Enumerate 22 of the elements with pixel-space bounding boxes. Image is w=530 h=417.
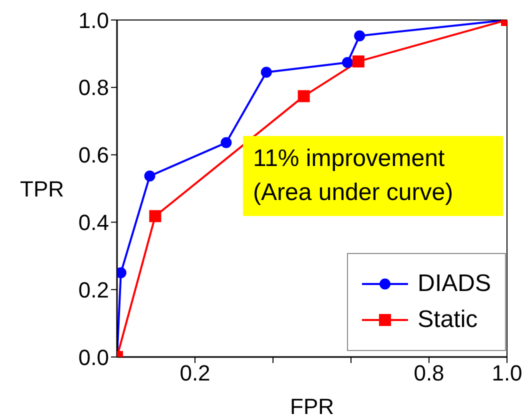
- point: [220, 137, 232, 148]
- y-axis-title: TPR: [20, 176, 64, 202]
- point: [342, 56, 353, 68]
- annotation: 11% improvement (Area under curve): [243, 136, 503, 216]
- point: [144, 170, 156, 182]
- legend-label: Static: [418, 306, 478, 334]
- legend-label: DIADS: [418, 270, 491, 298]
- y-tick-label: 0.4: [78, 210, 109, 236]
- y-tick-label: 0.6: [78, 142, 109, 168]
- point: [149, 210, 162, 222]
- y-tick-label: 0.0: [78, 344, 109, 370]
- x-tick-label: 0.2: [180, 360, 210, 386]
- point: [352, 55, 364, 68]
- x-axis-title: FPR: [290, 394, 334, 417]
- point: [260, 66, 272, 78]
- x-tick-label: 1.0: [492, 360, 522, 386]
- y-tick-label: 1.0: [78, 8, 109, 33]
- y-tick-label: 0.8: [78, 75, 109, 100]
- x-tick-label: 0.8: [414, 360, 444, 386]
- point: [298, 90, 310, 102]
- y-tick-label: 0.2: [78, 277, 109, 302]
- point: [354, 30, 366, 42]
